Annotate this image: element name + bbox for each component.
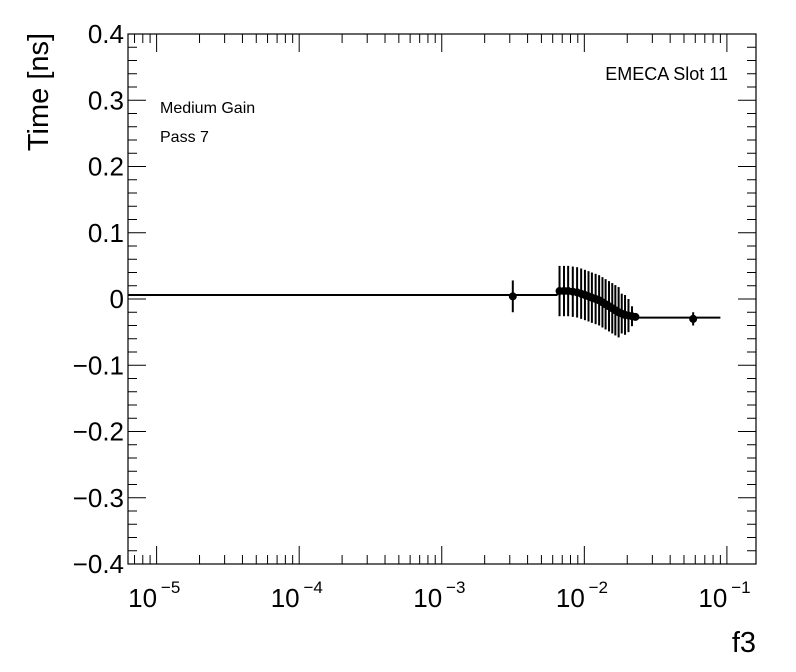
- x-tick-label: 10: [698, 583, 727, 613]
- x-tick-exponent: −2: [589, 578, 608, 597]
- y-tick-label: −0.2: [73, 417, 124, 447]
- x-tick-label: 10: [413, 583, 442, 613]
- data-point: [689, 314, 698, 323]
- x-tick-label: 10: [128, 583, 157, 613]
- y-tick-label: −0.3: [73, 483, 124, 513]
- y-tick-label: −0.1: [73, 350, 124, 380]
- y-tick-labels: 0.4 0.3 0.2 0.1 0 −0.1 −0.2 −0.3 −0.4: [73, 19, 124, 579]
- x-tick-label: 10: [556, 583, 585, 613]
- axis-ticks: [128, 33, 756, 565]
- annotation-slot: EMECA Slot 11: [605, 64, 728, 84]
- data-point: [631, 312, 640, 321]
- x-tick-exponent: −1: [731, 578, 750, 597]
- y-tick-label: 0: [110, 284, 124, 314]
- x-tick-labels: 10 −5 10 −4 10 −3 10 −2 10 −1: [128, 578, 750, 613]
- x-axis-label: f3: [732, 627, 756, 659]
- x-tick-exponent: −5: [161, 578, 180, 597]
- y-tick-label: 0.3: [88, 85, 124, 115]
- y-tick-label: 0.2: [88, 152, 124, 182]
- y-tick-label: 0.1: [88, 218, 124, 248]
- annotation-pass: Pass 7: [160, 129, 209, 146]
- x-tick-label: 10: [271, 583, 300, 613]
- x-tick-exponent: −4: [303, 578, 322, 597]
- annotation-gain: Medium Gain: [160, 100, 255, 117]
- y-tick-label: 0.4: [88, 19, 124, 49]
- data-point: [508, 292, 517, 301]
- data-points: [508, 265, 698, 338]
- x-tick-exponent: −3: [446, 578, 465, 597]
- y-tick-label: −0.4: [73, 549, 124, 579]
- y-axis-label: Time [ns]: [23, 33, 55, 151]
